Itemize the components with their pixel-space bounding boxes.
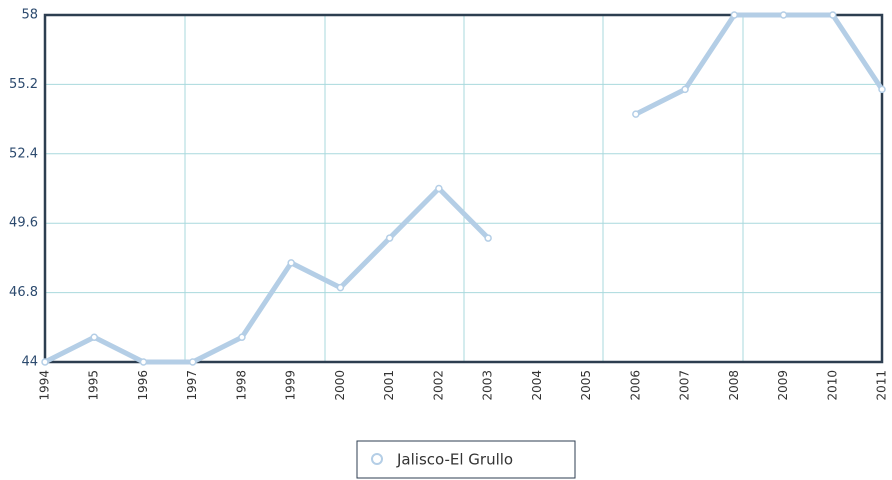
- y-tick-label: 52.4: [9, 146, 38, 161]
- point: [632, 110, 640, 118]
- point: [730, 11, 739, 19]
- point: [829, 11, 837, 19]
- x-tick-label: 2002: [431, 370, 445, 401]
- point: [41, 358, 49, 366]
- legend-marker: [371, 453, 383, 465]
- point: [681, 85, 689, 94]
- point: [484, 234, 492, 242]
- x-tick-label: 1998: [234, 370, 248, 401]
- y-tick-label: 55.2: [9, 77, 38, 92]
- plot-border: [43, 13, 884, 364]
- x-tick-label: 2006: [628, 370, 642, 401]
- x-tick-label: 1994: [38, 370, 52, 401]
- legend-label: Jalisco-El Grullo: [396, 451, 513, 469]
- point: [878, 85, 886, 94]
- y-tick-label: 58: [21, 8, 38, 23]
- point: [385, 234, 394, 242]
- x-tick-label: 2007: [678, 370, 692, 401]
- x-tick-label: 2011: [875, 370, 889, 401]
- point: [139, 358, 148, 366]
- point: [90, 333, 98, 341]
- point: [238, 333, 246, 341]
- point: [435, 184, 443, 193]
- point: [188, 358, 197, 366]
- vertical-grid: [184, 15, 744, 362]
- legend-box: [356, 440, 576, 479]
- x-tick-label: 2009: [776, 370, 790, 401]
- x-tick-label: 1997: [185, 370, 199, 401]
- x-tick-label: 2008: [727, 370, 741, 401]
- x-tick-label: 2003: [481, 370, 495, 401]
- series-line: [43, 12, 885, 365]
- point: [287, 259, 295, 267]
- y-tick-label: 44: [21, 355, 38, 370]
- x-tick-label: 2005: [579, 370, 593, 401]
- x-tick-label: 1995: [87, 370, 101, 401]
- y-tick-label: 49.6: [9, 216, 38, 231]
- point: [779, 11, 788, 19]
- y-tick-label: 46.8: [9, 285, 38, 300]
- x-tick-label: 2010: [825, 370, 839, 401]
- x-tick-label: 2004: [530, 370, 544, 401]
- x-tick-label: 1996: [136, 370, 150, 401]
- x-tick-label: 1999: [284, 370, 298, 401]
- point: [336, 283, 345, 292]
- x-tick-label: 2001: [382, 370, 396, 401]
- x-tick-label: 2000: [333, 370, 347, 401]
